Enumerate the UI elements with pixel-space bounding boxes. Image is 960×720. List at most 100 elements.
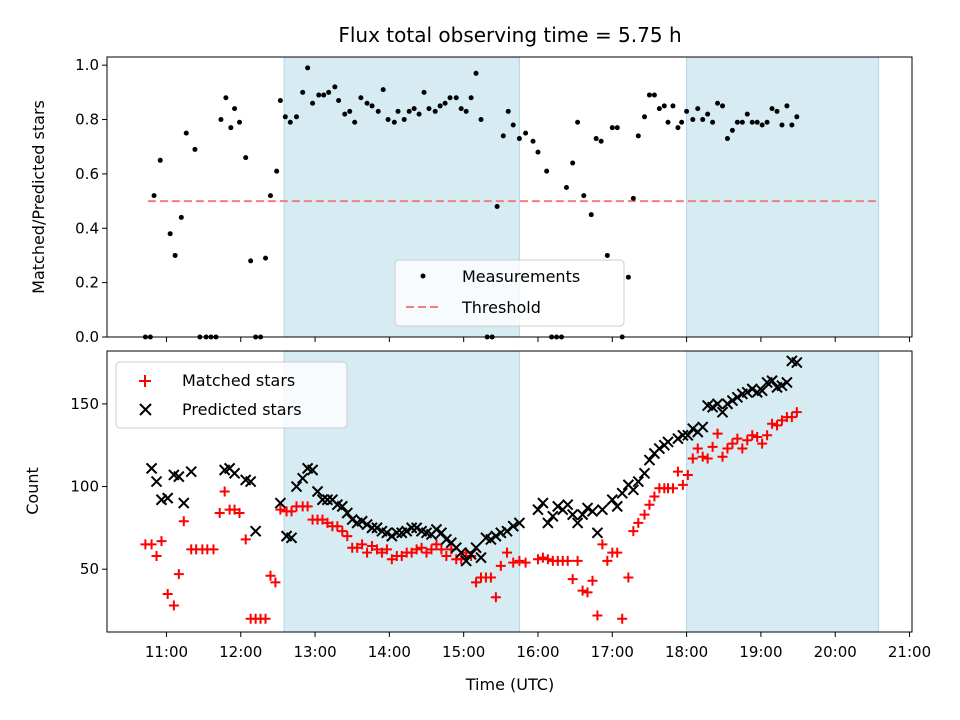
matched-star-point <box>214 507 225 518</box>
measurement-point <box>700 117 706 123</box>
matched-star-point <box>791 407 802 418</box>
measurement-point <box>729 127 735 133</box>
measurement-point <box>563 184 569 190</box>
x-tick-label: 20:00 <box>814 643 857 661</box>
measurement-point <box>172 252 178 258</box>
measurement-point <box>764 119 770 125</box>
predicted-star-point <box>711 398 724 410</box>
matched-star-point <box>286 506 297 517</box>
predicted-star-point <box>643 454 656 466</box>
matched-star-point <box>732 433 743 444</box>
y-tick-label: 150 <box>70 395 99 413</box>
matched-star-point <box>502 547 513 558</box>
matched-star-point <box>702 453 713 464</box>
legend-matched-marker <box>139 375 151 387</box>
predicted-star-point <box>306 464 319 476</box>
top-panel: 0.0 0.2 0.4 0.6 0.8 1.0 Matched/Predicted sta… <box>29 56 913 346</box>
predicted-star-point <box>606 494 618 506</box>
predicted-star-point <box>460 555 472 567</box>
predicted-star-point <box>627 484 640 496</box>
predicted-star-point <box>274 497 287 509</box>
measurement-point <box>369 103 375 109</box>
chart-title: Flux total observing time = 5.75 h <box>338 23 681 47</box>
measurement-point <box>581 193 587 199</box>
predicted-star-point <box>687 422 699 435</box>
matched-star-point <box>490 592 501 603</box>
predicted-star-point <box>465 548 477 561</box>
predicted-star-point <box>547 510 559 523</box>
matched-star-point <box>441 550 452 561</box>
matched-star-point <box>677 479 688 490</box>
measurement-point <box>183 130 189 136</box>
measurement-point <box>614 125 620 131</box>
bottom-legend: Matched stars Predicted stars <box>115 361 348 429</box>
legend-measurement-marker <box>420 273 426 279</box>
predicted-star-point <box>321 494 334 506</box>
predicted-star-point <box>405 522 418 534</box>
predicted-star-point <box>662 436 674 448</box>
measurement-point <box>661 103 667 109</box>
predicted-star-point <box>173 470 185 483</box>
measurement-point <box>468 95 474 101</box>
measurement-point <box>749 119 755 125</box>
measurement-point <box>630 195 636 201</box>
measurement-point <box>724 136 730 142</box>
matched-star-point <box>411 544 422 555</box>
matched-star-point <box>168 600 179 611</box>
measurement-point <box>679 119 685 125</box>
measurement-point <box>609 125 615 131</box>
x-tick-label: 15:00 <box>442 643 485 661</box>
predicted-star-point <box>532 503 544 516</box>
shaded-region-1 <box>686 56 880 338</box>
measurement-point <box>739 119 745 125</box>
matched-star-point <box>416 542 427 553</box>
predicted-star-point <box>571 517 584 529</box>
measurement-point <box>754 119 760 125</box>
measurement-point <box>237 119 243 125</box>
measurement-point <box>690 117 696 123</box>
matched-star-point <box>302 501 313 512</box>
predicted-star-point <box>475 551 487 564</box>
predicted-star-point <box>611 500 623 513</box>
measurement-point <box>478 117 484 123</box>
measurement-point <box>287 119 293 125</box>
bottom-shaded-regions <box>283 350 880 633</box>
y-tick-label: 0.6 <box>75 165 99 183</box>
x-tick-label: 19:00 <box>739 643 782 661</box>
measurement-point <box>305 65 311 71</box>
predicted-star-point <box>616 487 628 499</box>
bottom-y-ticks: 50 100 150 <box>70 395 107 578</box>
top-legend-box <box>394 259 625 327</box>
measurement-point <box>715 100 721 106</box>
predicted-star-point <box>706 401 719 413</box>
predicted-star-point <box>537 497 549 509</box>
matched-star-point <box>162 588 173 599</box>
matched-star-point <box>146 539 157 550</box>
top-y-axis-label: Matched/Predicted stars <box>29 100 48 294</box>
measurement-point <box>759 122 765 128</box>
measurement-point <box>453 95 459 101</box>
predicted-star-point <box>791 356 803 369</box>
measurement-point <box>494 204 500 210</box>
predicted-star-point <box>435 527 448 539</box>
measurement-point <box>380 87 386 93</box>
measurement-point <box>218 117 224 123</box>
measurement-point <box>391 119 397 125</box>
predicted-star-point <box>296 472 309 484</box>
measurement-point <box>473 70 479 76</box>
predicted-star-point <box>290 480 303 493</box>
count-points <box>140 355 803 624</box>
matched-star-point <box>577 585 588 596</box>
measurement-point <box>789 122 795 128</box>
matched-star-point <box>772 420 783 431</box>
predicted-star-point <box>228 467 241 480</box>
matched-star-point <box>786 412 797 423</box>
predicted-star-point <box>672 432 684 445</box>
measurement-point <box>784 103 790 109</box>
top-axes-frame <box>106 56 913 338</box>
measurement-point <box>705 111 711 117</box>
measurement-point <box>411 106 417 112</box>
y-tick-label: 0.0 <box>75 328 99 346</box>
matched-star-point <box>542 554 553 565</box>
